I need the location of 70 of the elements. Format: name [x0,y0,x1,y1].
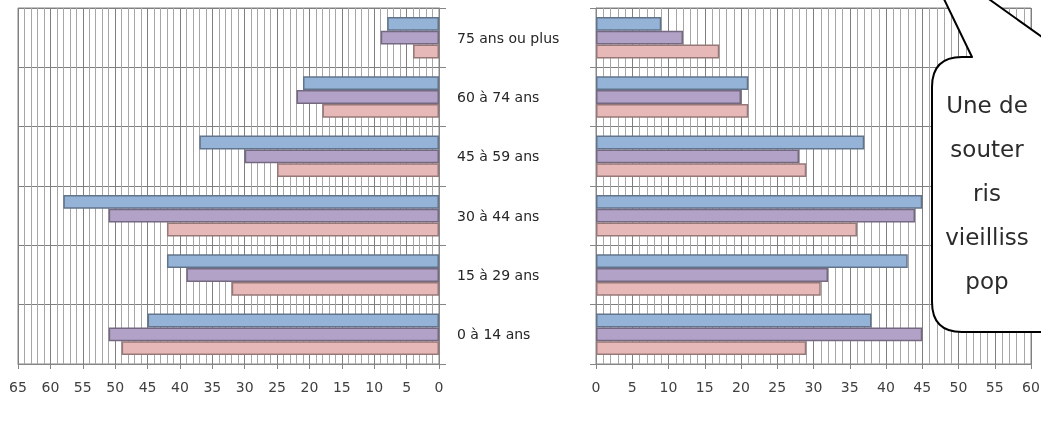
bar [277,163,439,178]
x-tick-label: 30 [235,379,254,395]
x-tick-label: 5 [627,379,637,395]
bar [596,16,662,31]
x-tick-label: 10 [659,379,678,395]
bar [199,135,439,150]
annotation: Une de souter ris vieilliss pop [944,91,1030,296]
x-tick-label: 15 [695,379,714,395]
bar [596,254,908,269]
bar [121,341,439,356]
x-tick-label: 40 [171,379,189,395]
x-tick-label: 0 [591,379,601,395]
bar [596,44,720,59]
x-tick-label: 50 [106,379,125,395]
bar [108,327,439,342]
y-tick-label: 0 à 14 ans [457,326,531,343]
bar [413,44,439,59]
bar [231,281,439,296]
bar [596,208,915,223]
bar [596,103,749,118]
x-tick-label: 20 [300,379,319,395]
x-tick-label: 40 [877,379,895,395]
x-tick-label: 10 [365,379,384,395]
x-tick-label: 55 [985,379,1004,395]
bar [63,194,439,209]
y-tick-label: 30 à 44 ans [457,207,540,224]
bar [596,90,741,104]
bar [596,135,865,150]
bar [596,76,749,91]
bar [244,149,439,164]
x-tick-label: 0 [434,379,444,395]
x-tick-label: 30 [804,379,823,395]
x-tick-label: 60 [41,379,60,395]
bar [387,16,439,31]
x-tick-label: 25 [768,379,787,395]
bar [302,76,439,91]
bar [166,222,439,237]
bar [596,327,923,342]
bar [186,268,439,282]
bar [108,208,439,223]
bar [596,222,857,237]
x-tick-label: 35 [840,379,859,395]
y-tick-label: 60 à 74 ans [457,89,540,105]
bar [147,313,439,328]
bar [166,254,439,269]
x-tick-label: 5 [402,379,412,395]
bar [596,341,807,356]
x-tick-label: 15 [332,379,351,395]
x-tick-label: 55 [73,379,92,395]
bar [596,30,683,45]
y-tick-label: 45 à 59 ans [457,148,540,165]
bar [596,313,872,328]
x-tick-label: 60 [1022,379,1040,395]
bar [380,30,439,45]
x-tick-label: 45 [138,379,157,395]
bar [596,163,807,178]
y-tick-label: 15 à 29 ans [457,267,540,283]
x-tick-label: 65 [9,379,27,395]
bar [296,90,439,104]
x-tick-label: 50 [949,379,968,395]
bar [596,149,799,164]
x-tick-label: 25 [268,379,286,395]
bar [596,268,828,282]
bar [322,103,439,118]
bar [596,281,821,296]
x-tick-label: 45 [913,379,932,395]
x-tick-label: 20 [732,379,750,395]
y-tick-label: 75 ans ou plus [457,29,560,46]
bar [596,194,923,209]
x-tick-label: 35 [203,379,222,395]
